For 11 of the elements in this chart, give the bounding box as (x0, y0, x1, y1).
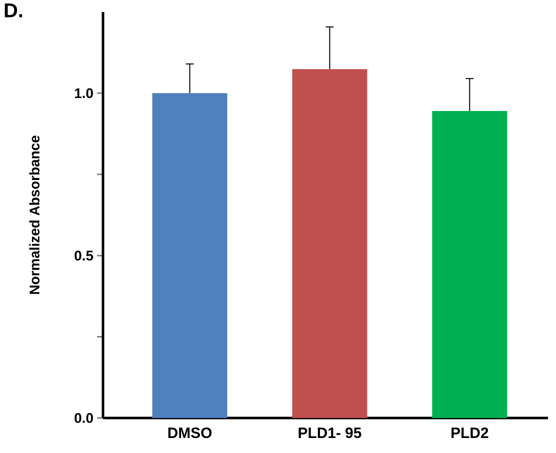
bar (432, 111, 508, 418)
y-tick-label: 0.0 (74, 413, 93, 423)
x-tick-label: PLD2 (452, 428, 488, 438)
y-axis-title: Normalized Absorbance (29, 136, 40, 294)
chart-title: D. (4, 4, 22, 18)
x-tick-label: DMSO (168, 428, 212, 438)
x-tick-label: PLD1- 95 (298, 428, 362, 438)
bar (152, 93, 228, 418)
bar (292, 69, 368, 418)
y-tick-label: 0.5 (74, 250, 94, 261)
y-tick-label: 1.0 (74, 88, 93, 98)
